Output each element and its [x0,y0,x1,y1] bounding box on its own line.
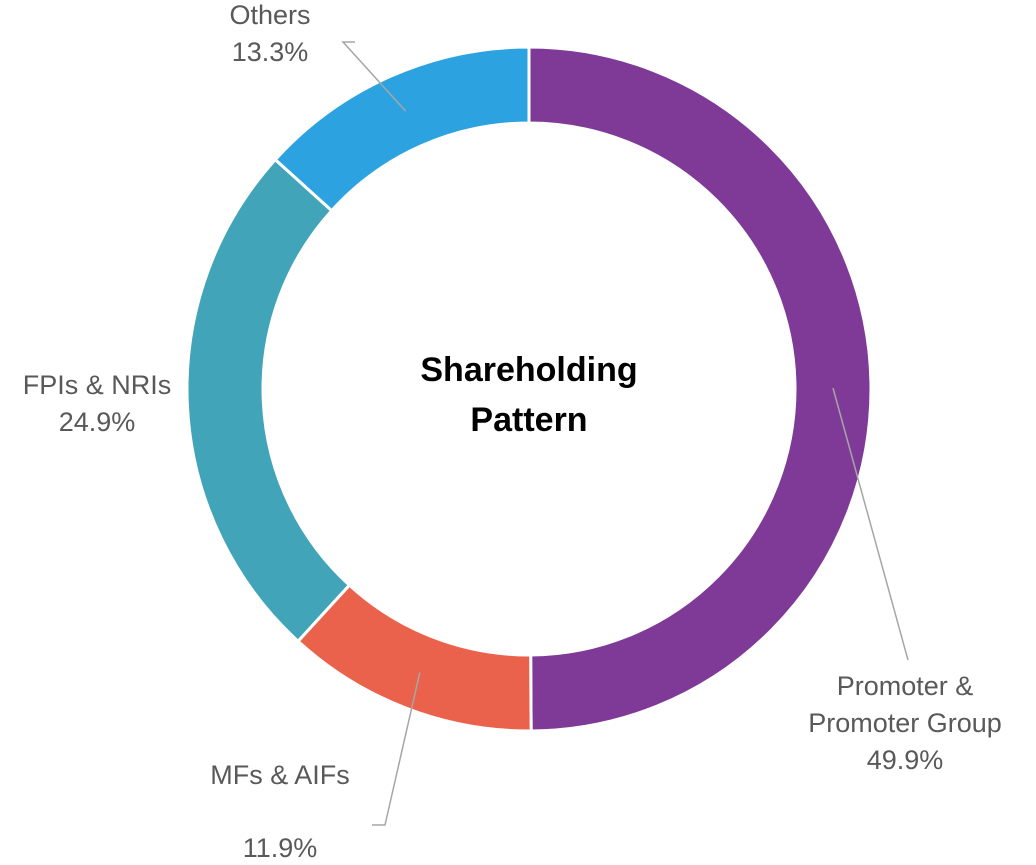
category-label: Others [229,0,311,30]
leader-line [372,672,421,826]
data-label: MFs & AIFs 11.9% [210,757,350,865]
value-label: 49.9% [866,745,944,775]
chart-title: Shareholding Pattern [420,351,638,439]
data-label: Others 13.3% [229,0,310,71]
category-label: FPIs & NRIs [22,370,172,400]
donut-slice [273,45,531,213]
value-label: 24.9% [58,407,136,437]
value-label: 13.3% [231,37,309,67]
donut-slice [185,157,352,644]
donut-slice [527,45,873,733]
category-label: Promoter & Promoter Group [808,671,1002,738]
value-label: 11.9% [242,833,318,863]
leader-line [832,387,909,661]
leader-line [341,41,407,112]
data-label: Promoter & Promoter Group 49.9% [780,668,1030,779]
data-label: FPIs & NRIs 24.9% [23,367,172,441]
category-label: MFs & AIFs [210,760,350,790]
donut-slice [295,583,533,733]
